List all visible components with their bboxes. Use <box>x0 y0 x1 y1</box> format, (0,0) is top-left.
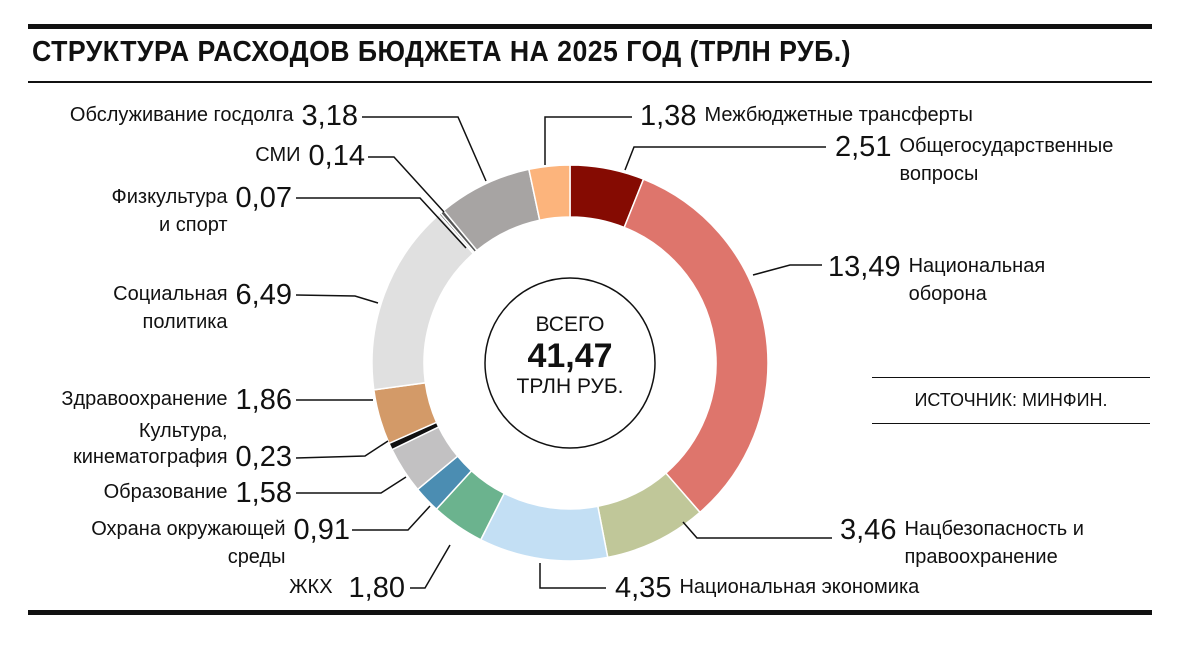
leader-line <box>296 197 467 249</box>
slice-label: Социальная политика 6,49 <box>113 279 292 333</box>
total-value: 41,47 <box>527 337 613 375</box>
slice-label: СМИ 0,14 <box>255 140 365 172</box>
leader-line <box>544 116 632 165</box>
leader-line <box>295 440 389 459</box>
leader-line <box>362 116 487 182</box>
leader-line <box>352 505 431 531</box>
slice-социальная-политика <box>371 213 475 391</box>
leader-line <box>368 156 445 213</box>
chart-title: СТРУКТУРА РАСХОДОВ БЮДЖЕТА НА 2025 ГОД (… <box>32 36 851 68</box>
bottom-bar <box>28 610 1152 615</box>
total-label: ВСЕГО 41,47 ТРЛН РУБ. <box>485 313 655 399</box>
leader-line <box>682 521 832 539</box>
leader-line <box>410 544 451 589</box>
slice-label: ЖКХ 1,80 <box>289 572 405 604</box>
slice-межбюджетные-трансферты <box>527 164 571 222</box>
slice-label: 13,49 Национальная оборона <box>828 251 1046 305</box>
total-unit: ТРЛН РУБ. <box>516 375 624 398</box>
slice-label: Охрана окружающей среды 0,91 <box>91 514 350 568</box>
slice-национальная-оборона <box>623 178 769 514</box>
slice-label: Культура, кинематография 0,23 <box>72 420 292 473</box>
slice-label: Здравоохранение 1,86 <box>61 384 292 416</box>
top-bar <box>28 24 1152 29</box>
slice-label: 4,35 Национальная экономика <box>615 572 920 604</box>
leader-line <box>624 146 826 171</box>
center-circle <box>484 277 656 449</box>
slice-label: Обслуживание госдолга 3,18 <box>69 100 358 132</box>
slice-label: Образование 1,58 <box>103 477 292 509</box>
leader-line <box>295 294 379 304</box>
source-note: ИСТОЧНИК: МИНФИН. <box>872 377 1150 424</box>
total-caption: ВСЕГО <box>535 313 605 336</box>
slice-label: Физкультура и спорт 0,07 <box>111 182 292 236</box>
leader-line <box>539 563 606 589</box>
title-rule <box>28 81 1152 83</box>
leader-line <box>752 264 822 276</box>
slice-label: 2,51 Общегосударственные вопросы <box>835 131 1114 185</box>
leader-lines <box>295 116 832 589</box>
leader-line <box>296 476 407 494</box>
slice-label: 1,38 Межбюджетные трансферты <box>640 100 973 132</box>
slice-label: 3,46 Нацбезопасность и правоохранение <box>840 514 1084 568</box>
